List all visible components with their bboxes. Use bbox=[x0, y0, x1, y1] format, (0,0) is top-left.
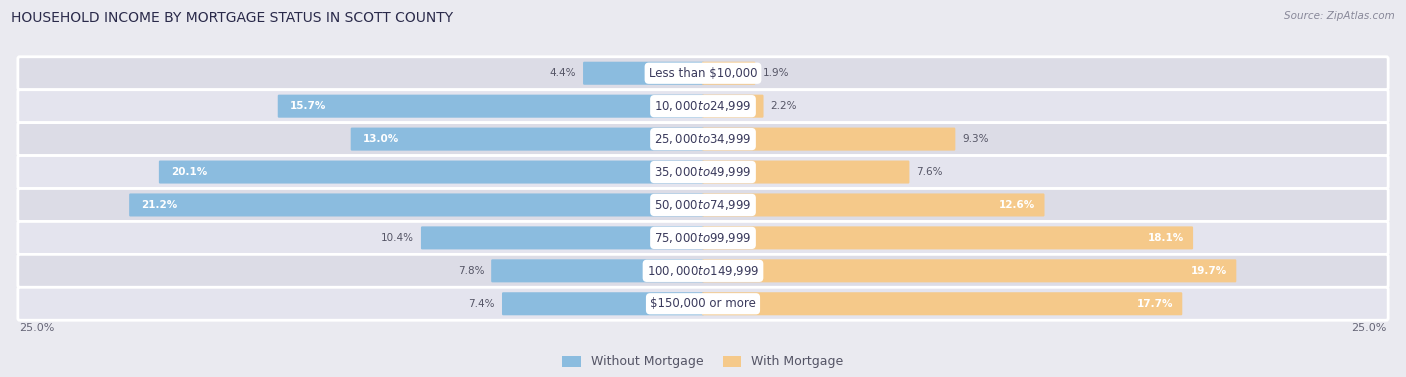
Text: 7.4%: 7.4% bbox=[468, 299, 495, 309]
FancyBboxPatch shape bbox=[18, 123, 1388, 156]
Text: 10.4%: 10.4% bbox=[381, 233, 413, 243]
FancyBboxPatch shape bbox=[18, 57, 1388, 90]
FancyBboxPatch shape bbox=[702, 127, 955, 151]
Text: 4.4%: 4.4% bbox=[550, 68, 576, 78]
Text: 17.7%: 17.7% bbox=[1136, 299, 1173, 309]
Text: $10,000 to $24,999: $10,000 to $24,999 bbox=[654, 99, 752, 113]
FancyBboxPatch shape bbox=[18, 188, 1388, 221]
FancyBboxPatch shape bbox=[18, 287, 1388, 320]
Legend: Without Mortgage, With Mortgage: Without Mortgage, With Mortgage bbox=[562, 356, 844, 368]
Text: 21.2%: 21.2% bbox=[141, 200, 177, 210]
Text: 2.2%: 2.2% bbox=[770, 101, 797, 111]
Text: $50,000 to $74,999: $50,000 to $74,999 bbox=[654, 198, 752, 212]
FancyBboxPatch shape bbox=[420, 226, 704, 250]
FancyBboxPatch shape bbox=[18, 254, 1388, 287]
Text: $75,000 to $99,999: $75,000 to $99,999 bbox=[654, 231, 752, 245]
FancyBboxPatch shape bbox=[18, 221, 1388, 254]
Text: 1.9%: 1.9% bbox=[762, 68, 789, 78]
FancyBboxPatch shape bbox=[491, 259, 704, 282]
FancyBboxPatch shape bbox=[278, 95, 704, 118]
Text: $150,000 or more: $150,000 or more bbox=[650, 297, 756, 310]
Text: 7.6%: 7.6% bbox=[917, 167, 943, 177]
FancyBboxPatch shape bbox=[702, 161, 910, 184]
FancyBboxPatch shape bbox=[502, 292, 704, 315]
Text: 20.1%: 20.1% bbox=[170, 167, 207, 177]
Text: HOUSEHOLD INCOME BY MORTGAGE STATUS IN SCOTT COUNTY: HOUSEHOLD INCOME BY MORTGAGE STATUS IN S… bbox=[11, 11, 453, 25]
Text: 19.7%: 19.7% bbox=[1191, 266, 1227, 276]
Text: Source: ZipAtlas.com: Source: ZipAtlas.com bbox=[1284, 11, 1395, 21]
FancyBboxPatch shape bbox=[702, 292, 1182, 315]
Text: 25.0%: 25.0% bbox=[20, 323, 55, 334]
Text: 18.1%: 18.1% bbox=[1147, 233, 1184, 243]
FancyBboxPatch shape bbox=[129, 193, 704, 216]
FancyBboxPatch shape bbox=[350, 127, 704, 151]
FancyBboxPatch shape bbox=[702, 193, 1045, 216]
Text: 25.0%: 25.0% bbox=[1351, 323, 1386, 334]
FancyBboxPatch shape bbox=[583, 62, 704, 85]
Text: 9.3%: 9.3% bbox=[962, 134, 988, 144]
FancyBboxPatch shape bbox=[18, 90, 1388, 123]
Text: Less than $10,000: Less than $10,000 bbox=[648, 67, 758, 80]
FancyBboxPatch shape bbox=[702, 226, 1194, 250]
FancyBboxPatch shape bbox=[702, 95, 763, 118]
Text: $35,000 to $49,999: $35,000 to $49,999 bbox=[654, 165, 752, 179]
Text: $25,000 to $34,999: $25,000 to $34,999 bbox=[654, 132, 752, 146]
FancyBboxPatch shape bbox=[159, 161, 704, 184]
FancyBboxPatch shape bbox=[702, 259, 1236, 282]
Text: 12.6%: 12.6% bbox=[1000, 200, 1035, 210]
FancyBboxPatch shape bbox=[18, 156, 1388, 188]
Text: 13.0%: 13.0% bbox=[363, 134, 399, 144]
Text: 7.8%: 7.8% bbox=[458, 266, 484, 276]
FancyBboxPatch shape bbox=[702, 62, 755, 85]
Text: $100,000 to $149,999: $100,000 to $149,999 bbox=[647, 264, 759, 278]
Text: 15.7%: 15.7% bbox=[290, 101, 326, 111]
